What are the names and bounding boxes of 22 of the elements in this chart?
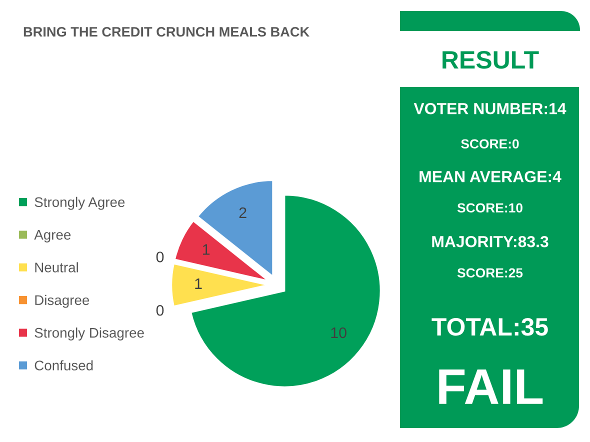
text: 0	[156, 252, 164, 262]
text: MAJORITY:83.3	[432, 236, 548, 248]
text: 0	[156, 304, 164, 316]
text: VOTER NUMBER:14	[414, 102, 566, 114]
data-label: 10	[331, 327, 346, 338]
legend-label: Strongly Disagree	[34, 328, 144, 340]
text: SCORE:25	[457, 268, 523, 278]
data-label: 1	[202, 244, 210, 255]
text: MEAN AVERAGE:4	[420, 170, 562, 182]
text: RESULT	[442, 51, 539, 69]
text: TOTAL:35	[432, 318, 548, 336]
chart-title: BRING THE CREDIT CRUNCH MEALS BACK	[24, 27, 310, 37]
legend-label: Agree	[34, 230, 71, 242]
data-label: 2	[239, 207, 246, 218]
legend-label: Strongly Agree	[34, 196, 125, 210]
text: SCORE:0	[461, 139, 519, 149]
text: SCORE:10	[457, 203, 522, 213]
legend-label: Disagree	[35, 294, 90, 308]
legend-label: Neutral	[35, 262, 78, 272]
data-label: 1	[195, 278, 202, 289]
text: FAIL	[439, 370, 543, 404]
legend-label: Confused	[34, 360, 93, 370]
